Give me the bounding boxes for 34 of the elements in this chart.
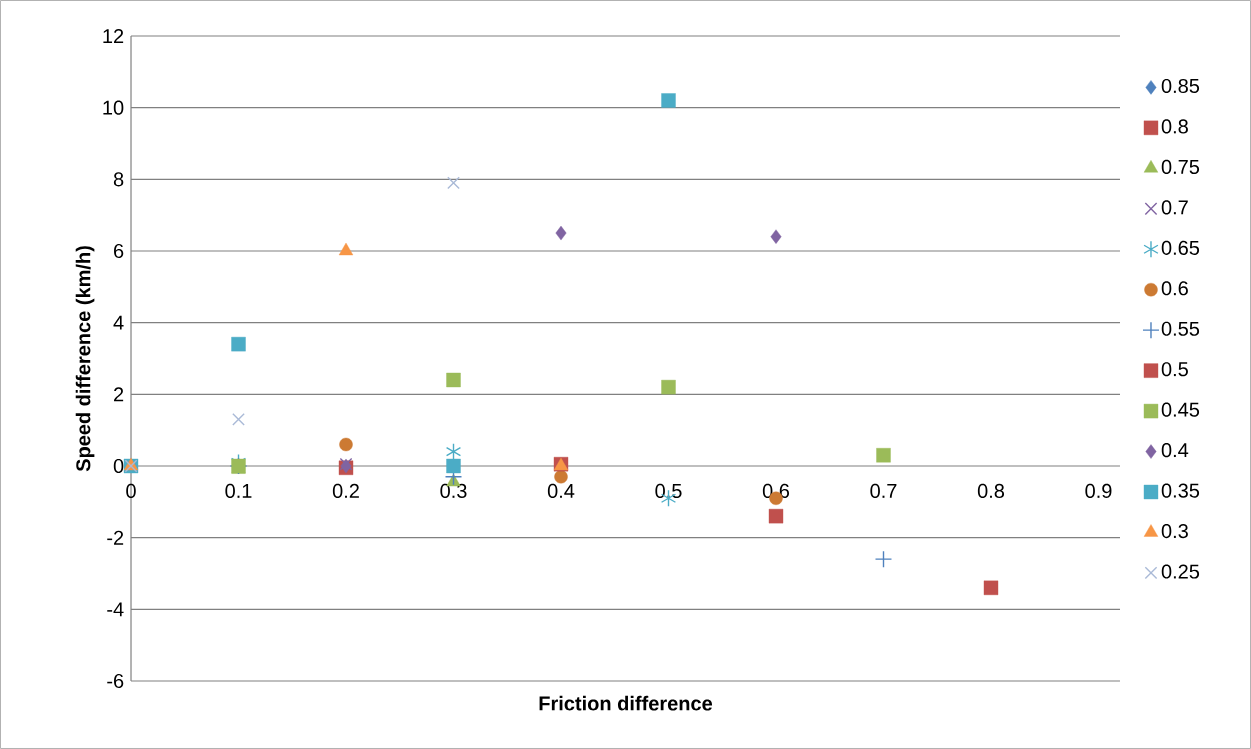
y-tick-label: 12 [103, 29, 124, 43]
x-axis-title: Friction difference [539, 695, 713, 711]
legend-label: 0.8 [1161, 119, 1188, 134]
y-tick-label: 4 [113, 315, 124, 330]
y-tick-label: 2 [114, 387, 124, 402]
y-tick-label: 10 [103, 100, 124, 115]
legend-label: 0.3 [1161, 524, 1188, 539]
y-tick-label: 6 [114, 243, 124, 259]
y-tick-label: 8 [113, 172, 124, 187]
y-tick-label: -2 [107, 530, 124, 545]
legend-label: 0.6 [1161, 281, 1188, 296]
y-tick-label: -6 [107, 673, 124, 689]
x-tick-label: 0.9 [1085, 483, 1112, 499]
x-tick-label: 0.5 [655, 483, 682, 499]
legend-label: 0.85 [1161, 78, 1200, 94]
legend-label: 0.5 [1161, 362, 1188, 377]
legend-label: 0.55 [1161, 321, 1200, 336]
legend-label: 0.35 [1161, 483, 1200, 498]
y-tick-label: 0 [113, 458, 124, 474]
x-tick-label: 0 [126, 483, 136, 499]
legend-label: 0.25 [1161, 564, 1200, 579]
x-tick-label: 0.4 [547, 483, 575, 499]
legend-label: 0.65 [1161, 240, 1200, 255]
legend-label: 0.45 [1161, 402, 1200, 417]
legend-label: 0.4 [1161, 443, 1189, 458]
legend-label: 0.75 [1161, 159, 1200, 174]
x-tick-label: 0.3 [440, 483, 467, 499]
x-tick-label: 0.1 [225, 483, 252, 499]
x-tick-label: 0.7 [870, 483, 897, 499]
legend-label: 0.7 [1161, 200, 1188, 215]
x-tick-label: 0.8 [977, 483, 1005, 499]
y-tick-label: -4 [107, 602, 124, 617]
y-axis-title: Speed difference (km/h) [75, 246, 95, 472]
x-tick-label: 0.2 [332, 483, 359, 499]
